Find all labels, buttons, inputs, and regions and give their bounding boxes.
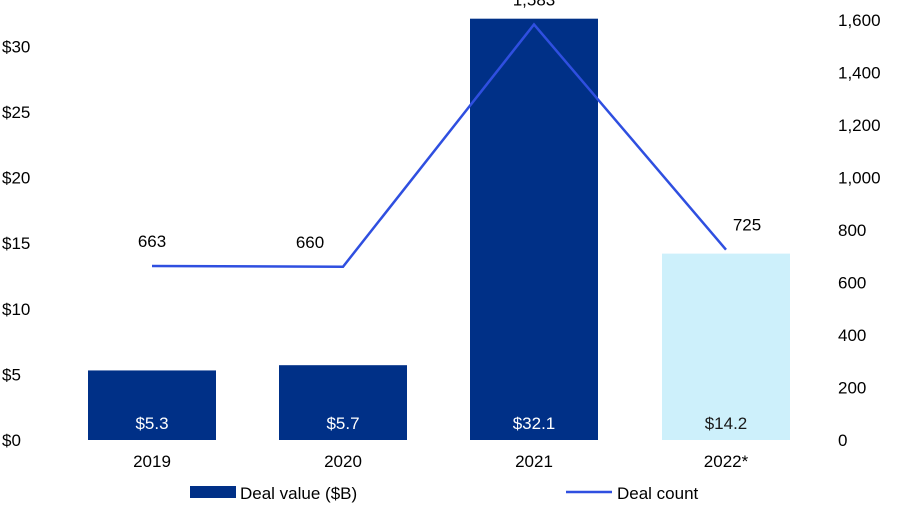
- right-tick-label: 400: [838, 326, 866, 345]
- deal-count-line-layer: [151, 22, 727, 269]
- left-tick-label: $0: [2, 431, 21, 450]
- bar-2019: [88, 370, 216, 440]
- right-tick-label: 1,400: [838, 64, 881, 83]
- deal-count-label: 663: [138, 232, 166, 251]
- bar-value-label: $32.1: [513, 414, 556, 433]
- deal-count-label: 660: [296, 233, 324, 252]
- right-axis: 0 200 400 600 800 1,000 1,200 1,400 1,600: [838, 11, 881, 450]
- right-tick-label: 600: [838, 274, 866, 293]
- x-tick-label: 2021: [515, 452, 553, 471]
- right-tick-label: 800: [838, 221, 866, 240]
- x-tick-label: 2022*: [704, 452, 749, 471]
- x-axis: 2019 2020 2021 2022*: [133, 452, 749, 471]
- x-tick-label: 2020: [324, 452, 362, 471]
- bar-labels: $5.3 $5.7 $32.1 $14.2: [135, 414, 747, 433]
- bar-2021: [470, 18, 598, 440]
- left-tick-label: $30: [2, 37, 30, 56]
- deal-count-line: [151, 22, 727, 269]
- left-axis: $0 $5 $10 $15 $20 $25 $30: [2, 37, 30, 450]
- deal-count-label: 1,583: [513, 0, 556, 9]
- right-tick-label: 200: [838, 379, 866, 398]
- legend-label-deal-value: Deal value ($B): [240, 484, 357, 503]
- legend-swatch-deal-value: [190, 486, 236, 498]
- right-tick-label: 1,200: [838, 116, 881, 135]
- left-tick-label: $20: [2, 169, 30, 188]
- left-tick-label: $10: [2, 300, 30, 319]
- count-labels: 663 660 1,583 725: [138, 0, 761, 252]
- right-tick-label: 1,600: [838, 11, 881, 30]
- left-tick-label: $25: [2, 103, 30, 122]
- deal-count-label: 725: [733, 216, 761, 235]
- legend: Deal value ($B) Deal count: [190, 484, 699, 503]
- bar-value-label: $5.7: [326, 414, 359, 433]
- x-tick-label: 2019: [133, 452, 171, 471]
- bars: [88, 18, 790, 440]
- left-tick-label: $15: [2, 234, 30, 253]
- left-tick-label: $5: [2, 365, 21, 384]
- bar-2022: [662, 253, 790, 440]
- bar-value-label: $5.3: [135, 414, 168, 433]
- right-tick-label: 0: [838, 431, 847, 450]
- legend-label-deal-count: Deal count: [617, 484, 699, 503]
- right-tick-label: 1,000: [838, 169, 881, 188]
- bar-value-label: $14.2: [705, 414, 748, 433]
- bar-2020: [279, 365, 407, 440]
